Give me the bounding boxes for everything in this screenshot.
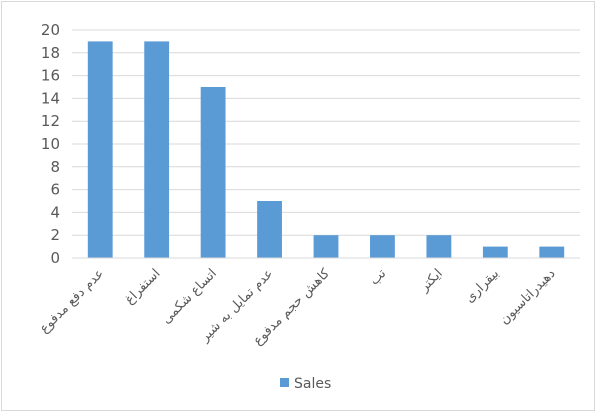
bar <box>482 246 508 258</box>
y-tick-label: 8 <box>50 158 60 176</box>
x-tick-label: استفراغ <box>122 266 163 307</box>
bar <box>370 235 395 258</box>
y-tick-label: 6 <box>50 181 60 199</box>
y-tick-label: 2 <box>50 226 60 244</box>
bar <box>200 87 226 258</box>
y-tick-label: 4 <box>50 203 60 221</box>
bar <box>257 201 282 258</box>
bar <box>144 41 170 259</box>
legend-label-sales: Sales <box>294 376 331 392</box>
x-tick-label: تب <box>367 266 389 288</box>
legend: Sales <box>280 376 331 392</box>
y-tick-label: 14 <box>41 89 60 107</box>
legend-swatch-sales <box>280 378 289 387</box>
y-tick-label: 12 <box>41 112 60 130</box>
bars <box>87 41 565 259</box>
bar <box>87 41 113 259</box>
y-axis-tick-labels: 0 2 4 6 8 10 12 14 16 18 20 <box>41 21 60 267</box>
y-tick-label: 20 <box>41 21 60 39</box>
y-tick-label: 10 <box>41 135 60 153</box>
x-tick-label: دهیدراتاسیون <box>497 266 559 328</box>
x-tick-label: بیقراری <box>462 266 502 306</box>
bar <box>539 246 565 258</box>
y-tick-label: 16 <box>41 67 60 85</box>
y-tick-label: 18 <box>41 44 60 62</box>
bar <box>426 235 452 258</box>
x-tick-label: ایکتر <box>416 266 445 295</box>
bar <box>313 235 339 258</box>
x-tick-label: اتساع شکمی <box>159 266 220 327</box>
x-tick-label: عدم دفع مدفوع <box>37 266 107 336</box>
y-tick-label: 0 <box>50 249 60 267</box>
